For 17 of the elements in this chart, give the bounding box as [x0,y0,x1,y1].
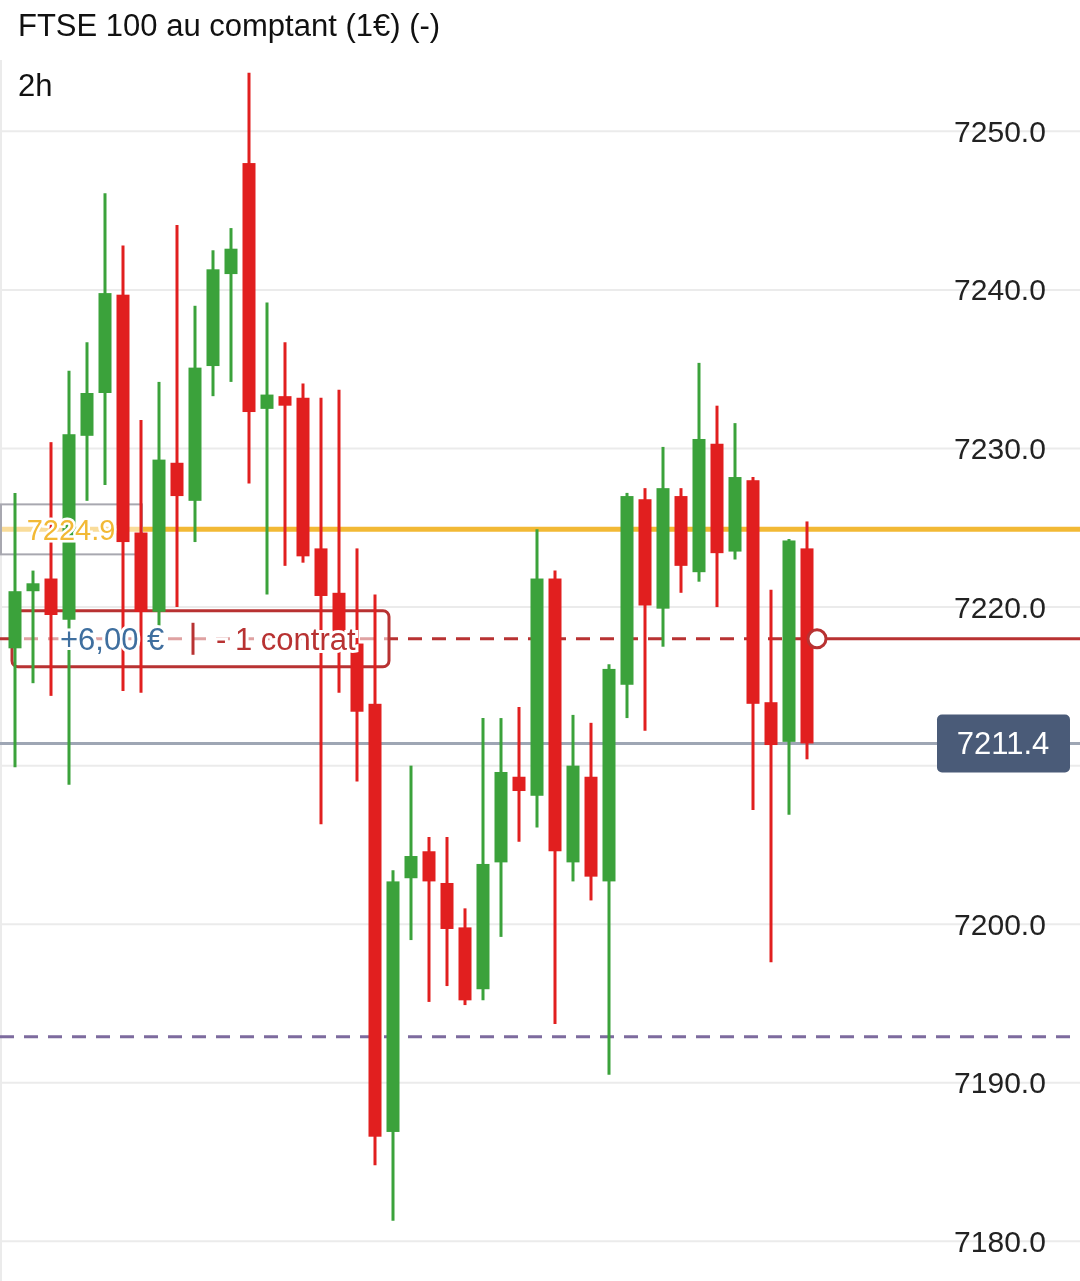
y-tick-label: 7190.0 [954,1066,1046,1100]
chart-subtitle: 2h [18,68,53,103]
candlestick [170,224,184,608]
y-tick-label: 7250.0 [954,114,1046,148]
candlestick [512,706,526,842]
candlestick [404,765,418,942]
y-tick-label: 7230.0 [954,432,1046,465]
y-tick-label: 7200.0 [954,907,1046,941]
candlestick [764,589,778,963]
y-tick-label: 7240.0 [954,273,1046,307]
y-tick-label: 7220.0 [954,590,1046,624]
candlestick [260,302,274,595]
ref-line-label: 7211.4 [956,726,1050,762]
y-tick-label: 7180.0 [954,1224,1046,1258]
candlestick [26,570,40,685]
chart-title: FTSE 100 au comptant (1€) (-) [18,8,441,43]
candlestick [278,342,292,566]
